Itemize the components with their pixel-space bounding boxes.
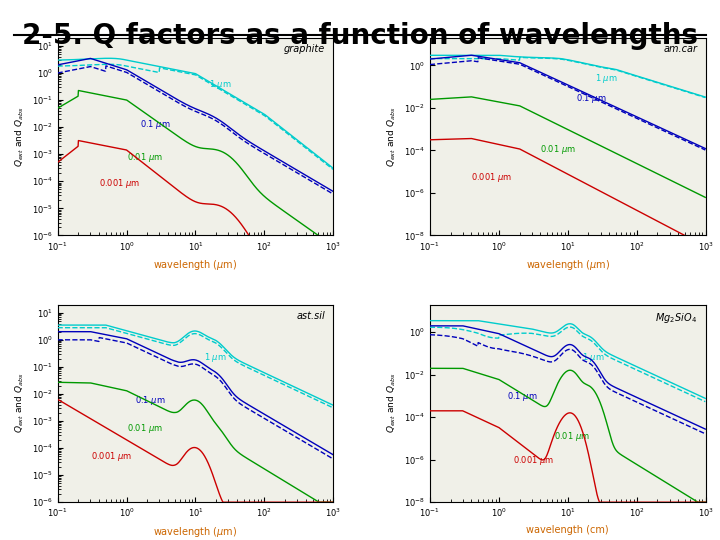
Text: 0.1 $\mu$m: 0.1 $\mu$m [507, 390, 538, 403]
Text: 1 $\mu$m: 1 $\mu$m [204, 351, 227, 364]
Text: graphite: graphite [284, 44, 325, 53]
Text: 1 $\mu$m: 1 $\mu$m [210, 78, 232, 91]
Y-axis label: $Q_{ext}$ and $Q_{abs}$: $Q_{ext}$ and $Q_{abs}$ [386, 373, 398, 434]
X-axis label: wavelength ($\mu$m): wavelength ($\mu$m) [153, 258, 238, 272]
X-axis label: wavelength ($\mu$m): wavelength ($\mu$m) [153, 525, 238, 539]
Text: 1 $\mu$m: 1 $\mu$m [582, 351, 604, 364]
Text: ast.sil: ast.sil [297, 310, 325, 321]
Text: Mg$_2$SiO$_4$: Mg$_2$SiO$_4$ [655, 310, 698, 325]
Text: 0.1 $\mu$m: 0.1 $\mu$m [576, 92, 607, 105]
Text: 0.001 $\mu$m: 0.001 $\mu$m [513, 454, 554, 467]
Y-axis label: $Q_{ext}$ and $Q_{abs}$: $Q_{ext}$ and $Q_{abs}$ [386, 106, 398, 167]
Text: 0.01 $\mu$m: 0.01 $\mu$m [540, 144, 576, 157]
Text: 0.1 $\mu$m: 0.1 $\mu$m [135, 394, 166, 407]
X-axis label: wavelength (cm): wavelength (cm) [526, 525, 609, 535]
Y-axis label: $Q_{ext}$ and $Q_{abs}$: $Q_{ext}$ and $Q_{abs}$ [14, 373, 26, 434]
Text: am.car: am.car [663, 44, 698, 53]
X-axis label: wavelength ($\mu$m): wavelength ($\mu$m) [526, 258, 610, 272]
Text: 0.01 $\mu$m: 0.01 $\mu$m [127, 151, 163, 164]
Text: 0.001 $\mu$m: 0.001 $\mu$m [99, 177, 140, 190]
Text: 0.001 $\mu$m: 0.001 $\mu$m [471, 171, 513, 184]
Y-axis label: $Q_{ext}$ and $Q_{abs}$: $Q_{ext}$ and $Q_{abs}$ [14, 106, 26, 167]
Text: 1 $\mu$m: 1 $\mu$m [595, 72, 618, 85]
Text: 0.01 $\mu$m: 0.01 $\mu$m [554, 430, 590, 443]
Text: 2-5. Q factors as a function of wavelengths: 2-5. Q factors as a function of waveleng… [22, 22, 698, 50]
Text: 0.001 $\mu$m: 0.001 $\mu$m [91, 450, 132, 463]
Text: 0.01 $\mu$m: 0.01 $\mu$m [127, 422, 163, 435]
Text: 0.1 $\mu$m: 0.1 $\mu$m [140, 118, 171, 131]
